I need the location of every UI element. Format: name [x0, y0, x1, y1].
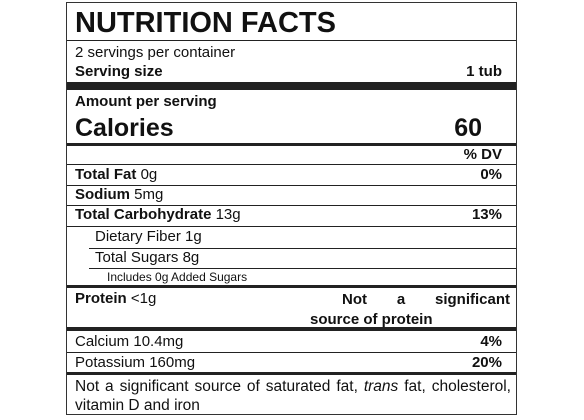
- divider: [67, 185, 516, 186]
- serving-size-value: 1 tub: [466, 63, 502, 80]
- calories-label: Calories: [75, 114, 174, 142]
- nutrition-label: NUTRITION FACTS 2 servings per container…: [66, 2, 517, 415]
- nutrient-name: Protein: [75, 290, 127, 307]
- divider: [67, 226, 516, 227]
- amount-per-serving: Amount per serving: [75, 93, 217, 110]
- servings: 2 servings per container: [75, 44, 236, 61]
- mineral-dv: 4%: [480, 333, 502, 350]
- nutrient-dv: 13%: [471, 206, 502, 223]
- nutrient-dv: 0%: [480, 166, 502, 183]
- divider: [67, 372, 516, 375]
- divider: [67, 40, 516, 41]
- nutrient-name: Dietary Fiber: [95, 228, 181, 245]
- nutrient-amount: 13g: [215, 206, 241, 223]
- divider: [89, 248, 516, 249]
- mineral-amount: 10.4mg: [133, 333, 184, 350]
- nutrient-amount: 0g: [140, 166, 158, 183]
- mineral-row: Potassium 160mg: [75, 354, 195, 372]
- thick-divider: [67, 82, 516, 90]
- mineral-amount: 160mg: [149, 354, 196, 371]
- nutrient-name: Total Sugars: [95, 249, 179, 266]
- nutrient-name: Total Fat: [75, 166, 137, 183]
- serving-size-label: Serving size: [75, 63, 163, 80]
- divider: [67, 285, 516, 288]
- footnote-text: fat, cholesterol, vitamin D and iron: [75, 378, 511, 414]
- nutrient-amount: 5mg: [134, 186, 164, 203]
- nutrient-row: Dietary Fiber 1g: [95, 228, 202, 246]
- footnote-text: Not a significant source of saturated fa…: [75, 378, 364, 395]
- calories-value: 60: [454, 114, 482, 142]
- nutrient-name: Total Carbohydrate: [75, 206, 212, 223]
- mineral-row: Calcium 10.4mg: [75, 333, 183, 351]
- mineral-dv: 20%: [471, 354, 502, 371]
- nutrient-name: Sodium: [75, 186, 130, 203]
- nutrient-row: Total Fat 0g: [75, 166, 157, 184]
- thick-divider: [67, 327, 516, 331]
- divider: [89, 268, 516, 269]
- nutrient-amount: <1g: [130, 290, 157, 307]
- title: NUTRITION FACTS: [75, 7, 336, 39]
- nutrient-row: Sodium 5mg: [75, 186, 163, 204]
- added-sugars: Includes 0g Added Sugars: [107, 270, 248, 284]
- footnote-italic: trans: [363, 378, 399, 395]
- nutrient-row: Total Sugars 8g: [95, 249, 199, 267]
- mineral-name: Calcium: [75, 333, 130, 350]
- footnote: Not a significant source of saturated fa…: [75, 377, 511, 415]
- nutrient-amount: 8g: [182, 249, 200, 266]
- protein-note: Not a significant source of protein: [310, 291, 510, 328]
- nutrient-amount: 1g: [185, 228, 202, 245]
- divider: [67, 164, 516, 165]
- divider: [67, 352, 516, 353]
- mineral-name: Potassium: [75, 354, 146, 371]
- protein-row: Protein <1g: [75, 290, 156, 308]
- divider: [67, 143, 516, 146]
- dv-header: % DV: [463, 146, 502, 163]
- nutrient-row: Total Carbohydrate 13g: [75, 206, 241, 224]
- divider: [67, 205, 516, 206]
